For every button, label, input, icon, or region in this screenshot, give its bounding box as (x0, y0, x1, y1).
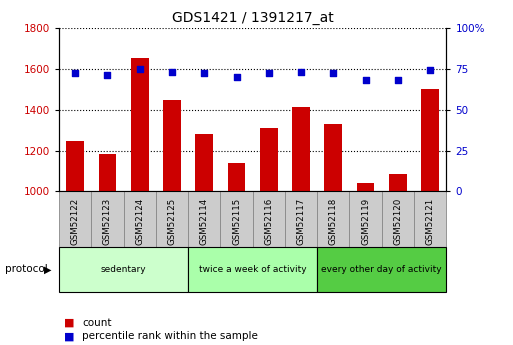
Bar (317, 191, 349, 247)
Text: percentile rank within the sample: percentile rank within the sample (82, 332, 258, 341)
Point (135, 66, 144, 71)
Bar (221, 191, 252, 247)
Point (71, 71, 79, 76)
Point (103, 72, 111, 78)
Text: ■: ■ (64, 332, 74, 341)
Bar (349, 191, 382, 247)
Point (297, 69, 305, 75)
Bar (228, 163, 245, 191)
Bar (59, 191, 91, 247)
Text: GSM52122: GSM52122 (71, 198, 80, 245)
Bar (252, 191, 285, 247)
Point (394, 77, 402, 83)
Bar (285, 191, 317, 247)
Text: GSM52116: GSM52116 (264, 198, 273, 245)
Text: protocol: protocol (5, 264, 48, 274)
Text: every other day of activity: every other day of activity (322, 265, 442, 274)
Bar (292, 108, 310, 191)
Text: sedentary: sedentary (101, 265, 146, 274)
Point (200, 71, 208, 76)
Bar (188, 247, 317, 292)
Text: GSM52114: GSM52114 (200, 198, 209, 245)
Text: GSM52125: GSM52125 (167, 198, 176, 245)
Point (168, 69, 176, 75)
Bar (156, 191, 188, 247)
Point (329, 71, 338, 76)
Bar (260, 128, 278, 191)
Bar (59, 247, 188, 292)
Text: twice a week of activity: twice a week of activity (199, 265, 306, 274)
Title: GDS1421 / 1391217_at: GDS1421 / 1391217_at (172, 11, 333, 25)
Bar (414, 191, 446, 247)
Bar (324, 124, 342, 191)
Text: GSM52123: GSM52123 (103, 198, 112, 245)
Bar (91, 191, 124, 247)
Point (265, 71, 273, 76)
Point (232, 74, 241, 80)
Bar (195, 134, 213, 191)
Text: count: count (82, 318, 112, 327)
Text: GSM52118: GSM52118 (329, 198, 338, 245)
Text: GSM52117: GSM52117 (297, 198, 306, 245)
Text: GSM52119: GSM52119 (361, 198, 370, 245)
Text: GSM52120: GSM52120 (393, 198, 402, 245)
Bar (124, 191, 156, 247)
Point (362, 77, 370, 83)
Text: GSM52121: GSM52121 (426, 198, 435, 245)
Bar (389, 174, 407, 191)
Text: GSM52115: GSM52115 (232, 198, 241, 245)
Bar (357, 183, 374, 191)
Text: ▶: ▶ (44, 265, 51, 275)
Bar (66, 141, 84, 191)
Text: ■: ■ (64, 318, 74, 327)
Bar (163, 100, 181, 191)
Text: GSM52124: GSM52124 (135, 198, 144, 245)
Bar (317, 247, 446, 292)
Point (426, 67, 435, 73)
Bar (131, 58, 149, 191)
Bar (98, 154, 116, 191)
Bar (382, 191, 414, 247)
Bar (421, 89, 439, 191)
Bar (188, 191, 221, 247)
